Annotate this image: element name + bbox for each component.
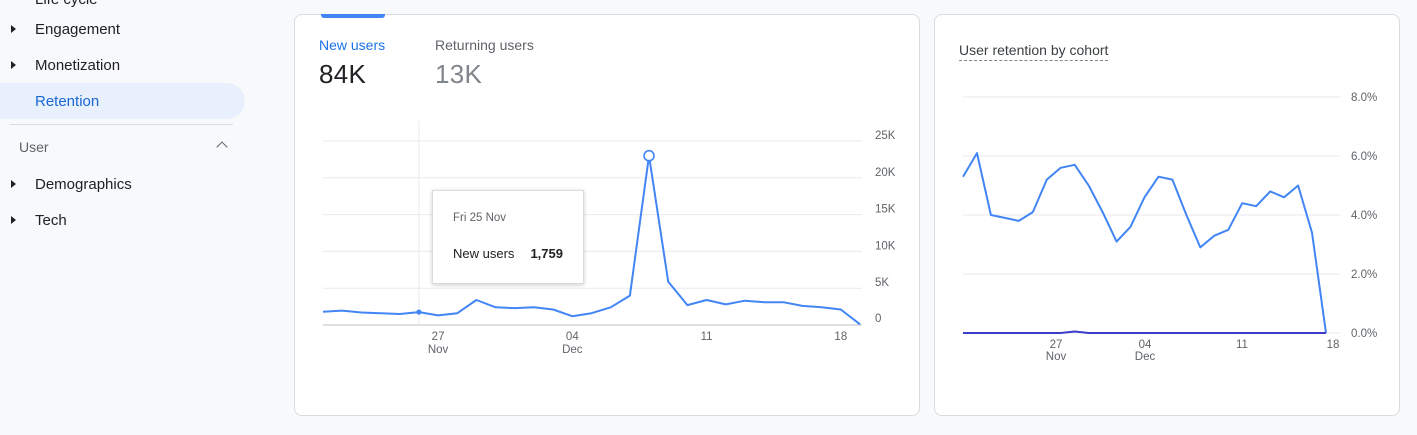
tooltip-value: 1,759 (530, 246, 563, 261)
sidebar-item-monetization[interactable]: Monetization (0, 47, 245, 83)
x-tick-label: 11 (701, 331, 713, 343)
y-tick-label: 4.0% (1351, 210, 1377, 222)
x-tick-label: 18 (1327, 339, 1340, 351)
x-tick-label: 18 (834, 331, 847, 343)
metric-value: 13K (435, 59, 483, 89)
sidebar-item-retention[interactable]: Retention (0, 83, 245, 119)
sidebar-item-label: Monetization (35, 56, 121, 74)
y-tick-label: 0 (875, 313, 881, 325)
y-tick-label: 15K (875, 204, 896, 216)
metric-tab-returning-users[interactable]: Returning users 13K (435, 37, 534, 90)
y-tick-label: 20K (875, 167, 896, 179)
sidebar-item-demographics[interactable]: Demographics (0, 166, 245, 202)
expand-arrow-icon (11, 216, 16, 224)
metric-value: 84K (319, 59, 367, 89)
x-tick-label: 04 (1139, 339, 1152, 351)
tooltip-metric-label: New users (453, 246, 515, 261)
retention-card: User retention by cohort 0.0% 2.0% 4.0% 6.0… (934, 14, 1400, 416)
x-tick-month-label: Dec (1135, 351, 1156, 363)
sidebar-item-label: Tech (35, 211, 67, 229)
sidebar-item-engagement[interactable]: Engagement (0, 11, 245, 47)
sidebar-item-tech[interactable]: Tech (0, 202, 245, 238)
retention-card-title[interactable]: User retention by cohort (959, 42, 1109, 61)
x-tick-month-label: Nov (428, 344, 449, 356)
y-tick-label: 2.0% (1351, 269, 1377, 281)
x-tick-month-label: Dec (562, 344, 583, 356)
series-line-1 (963, 330, 1326, 334)
x-tick-label: 27 (432, 331, 445, 343)
sidebar-nav: Life cycle Engagement Monetization Reten… (0, 0, 262, 435)
x-tick-label: 11 (1236, 339, 1248, 351)
data-point-peak (643, 149, 655, 162)
x-tick-label: 04 (566, 331, 579, 343)
y-tick-label: 5K (875, 277, 889, 289)
series-line-0 (962, 152, 1327, 334)
y-tick-label: 0.0% (1351, 328, 1377, 340)
data-point-highlight (416, 309, 422, 315)
chevron-up-icon[interactable] (216, 141, 228, 153)
y-tick-label: 25K (875, 130, 896, 142)
users-card: New users 84K Returning users 13K 0 5K 10K… (294, 14, 920, 416)
y-tick-label: 10K (875, 240, 896, 252)
x-tick-label: 27 (1050, 339, 1063, 351)
y-tick-label: 6.0% (1351, 151, 1377, 163)
tooltip-date: Fri 25 Nov (453, 212, 507, 224)
sidebar-divider (10, 124, 233, 125)
expand-arrow-icon (11, 180, 16, 188)
y-tick-label: 8.0% (1351, 92, 1377, 104)
sidebar-item-label: Retention (35, 92, 100, 110)
sidebar-item-label: Demographics (35, 175, 132, 193)
expand-arrow-icon (11, 25, 16, 33)
x-tick-month-label: Nov (1046, 351, 1067, 363)
metric-label: Returning users (435, 37, 534, 53)
sidebar-item-label: Engagement (35, 20, 121, 38)
series-line-new-users (322, 154, 861, 326)
active-tab-indicator (321, 14, 385, 18)
section-label-user[interactable]: User (19, 139, 49, 155)
metric-tab-new-users[interactable]: New users 84K (319, 37, 385, 90)
expand-arrow-icon (11, 61, 16, 69)
chart-tooltip: Fri 25 Nov New users 1,759 (432, 190, 584, 284)
sidebar-item-partial[interactable]: Life cycle (35, 0, 98, 8)
metric-label: New users (319, 37, 386, 53)
